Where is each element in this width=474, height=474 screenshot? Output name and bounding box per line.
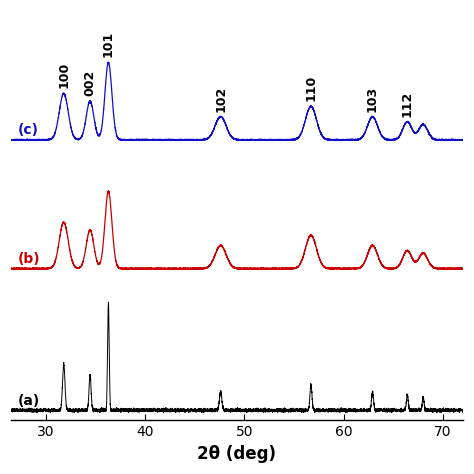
Text: (b): (b) (18, 252, 41, 266)
Text: 112: 112 (401, 91, 414, 117)
Text: (c): (c) (18, 123, 39, 137)
Text: 101: 101 (102, 31, 115, 57)
X-axis label: 2θ (deg): 2θ (deg) (198, 445, 276, 463)
Text: 110: 110 (304, 75, 318, 101)
Text: 102: 102 (214, 85, 227, 111)
Text: (a): (a) (18, 393, 40, 408)
Text: 103: 103 (366, 85, 379, 111)
Text: 002: 002 (83, 70, 97, 96)
Text: 100: 100 (57, 62, 70, 88)
